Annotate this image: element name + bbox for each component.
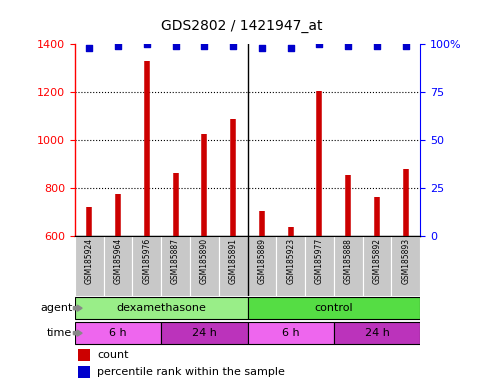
Text: 24 h: 24 h: [192, 328, 217, 338]
Text: GDS2802 / 1421947_at: GDS2802 / 1421947_at: [161, 19, 322, 33]
Text: GSM185976: GSM185976: [142, 238, 151, 284]
Bar: [305, 236, 334, 296]
Text: GSM185889: GSM185889: [257, 238, 267, 284]
Bar: [75, 297, 247, 319]
Bar: [78, 349, 90, 361]
Bar: [104, 236, 132, 296]
Text: GSM185893: GSM185893: [401, 238, 411, 284]
Bar: [132, 236, 161, 296]
Text: GSM185888: GSM185888: [344, 238, 353, 284]
Point: [402, 43, 410, 49]
Text: count: count: [97, 350, 129, 360]
Text: control: control: [314, 303, 353, 313]
Bar: [247, 297, 420, 319]
Text: percentile rank within the sample: percentile rank within the sample: [97, 367, 285, 377]
Point: [315, 41, 323, 47]
Text: GSM185924: GSM185924: [85, 238, 94, 284]
Bar: [276, 236, 305, 296]
Bar: [334, 322, 420, 344]
Point: [114, 43, 122, 49]
Bar: [161, 236, 190, 296]
Text: time: time: [47, 328, 72, 338]
Text: GSM185964: GSM185964: [114, 238, 123, 284]
Point: [143, 41, 151, 47]
Text: 6 h: 6 h: [109, 328, 127, 338]
Text: GSM185977: GSM185977: [315, 238, 324, 284]
Point: [373, 43, 381, 49]
Text: GSM185892: GSM185892: [372, 238, 382, 284]
Bar: [247, 236, 276, 296]
Bar: [190, 236, 219, 296]
Text: 24 h: 24 h: [365, 328, 389, 338]
Bar: [75, 236, 104, 296]
Text: GSM185923: GSM185923: [286, 238, 295, 284]
Bar: [219, 236, 247, 296]
Point: [344, 43, 352, 49]
Point: [229, 43, 237, 49]
Point: [172, 43, 180, 49]
Bar: [363, 236, 391, 296]
Point: [258, 45, 266, 51]
Text: agent: agent: [40, 303, 72, 313]
Text: dexamethasone: dexamethasone: [116, 303, 206, 313]
Text: GSM185891: GSM185891: [228, 238, 238, 284]
Text: GSM185887: GSM185887: [171, 238, 180, 284]
Point: [85, 45, 93, 51]
Text: GSM185890: GSM185890: [200, 238, 209, 284]
Bar: [247, 322, 334, 344]
Bar: [78, 366, 90, 379]
Point: [200, 43, 208, 49]
Bar: [334, 236, 363, 296]
Bar: [161, 322, 247, 344]
Bar: [75, 322, 161, 344]
Text: 6 h: 6 h: [282, 328, 299, 338]
Bar: [391, 236, 420, 296]
Point: [287, 45, 295, 51]
